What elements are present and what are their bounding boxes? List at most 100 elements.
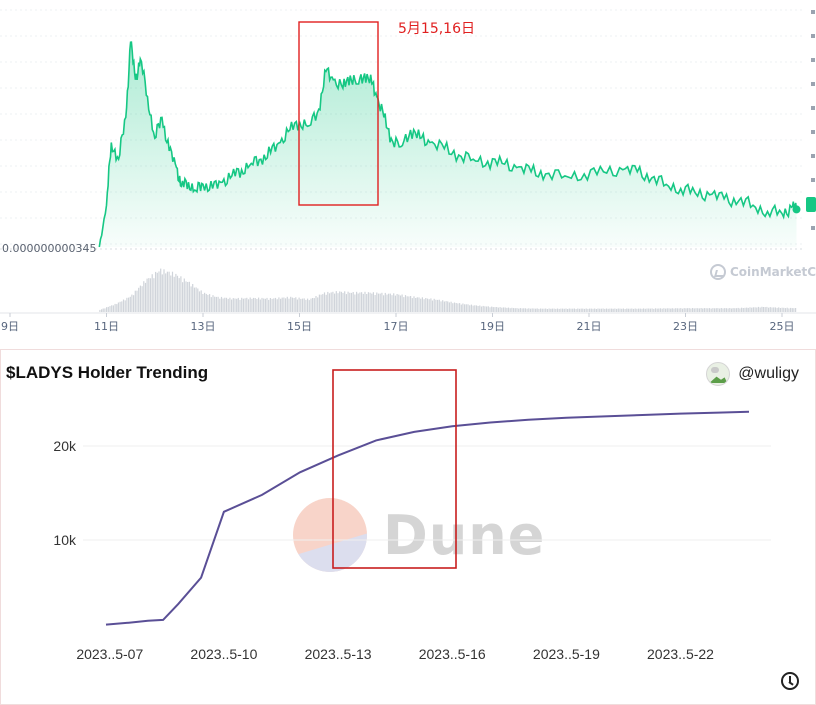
volume-bar <box>187 282 189 312</box>
volume-bar <box>680 308 682 312</box>
volume-bar <box>781 307 783 312</box>
volume-bar <box>776 307 778 312</box>
volume-bar <box>344 291 346 312</box>
volume-bar <box>741 307 743 312</box>
volume-bar <box>592 308 594 312</box>
volume-bar <box>614 308 616 312</box>
volume-bar <box>124 300 126 312</box>
volume-bar <box>572 308 574 312</box>
volume-bar <box>605 308 608 312</box>
volume-bar <box>793 308 795 312</box>
volume-bar <box>391 295 393 312</box>
volume-bar <box>372 292 374 312</box>
clock-icon[interactable] <box>781 672 799 690</box>
price-area <box>99 42 797 247</box>
volume-bar <box>415 298 417 312</box>
highlight-box-price <box>298 21 379 206</box>
volume-bar <box>288 298 290 312</box>
volume-bar <box>568 308 570 312</box>
volume-bar <box>244 298 246 312</box>
volume-bar <box>212 295 214 312</box>
volume-bar <box>440 301 442 312</box>
volume-bar <box>121 301 123 312</box>
volume-bar <box>219 298 221 312</box>
holder-x-tick-label: 2023..5-07 <box>76 646 143 662</box>
volume-bar <box>376 292 378 312</box>
coinmarketcap-logo-icon <box>710 264 726 280</box>
volume-bar <box>258 297 260 312</box>
volume-bar <box>675 308 677 312</box>
price-x-tick-label: 17日 <box>384 320 409 333</box>
volume-bar <box>134 290 136 312</box>
volume-bar <box>472 305 474 312</box>
volume-bar <box>612 308 614 312</box>
volume-bar <box>786 307 788 312</box>
holder-x-ticks: 2023..5-07 2023..5-10 2023..5-13 2023..5-16… <box>76 646 714 662</box>
volume-bar <box>383 295 385 312</box>
volume-bar <box>526 308 528 312</box>
avatar[interactable] <box>706 362 731 386</box>
volume-bar <box>193 287 195 312</box>
volume-bar <box>768 307 770 312</box>
volume-bar <box>354 294 356 312</box>
volume-bar <box>573 308 575 312</box>
chart-title: $LADYS Holder Trending <box>6 363 209 382</box>
volume-bar <box>146 278 148 312</box>
volume-bar <box>404 295 407 312</box>
volume-bar <box>252 297 255 312</box>
volume-bar <box>334 293 336 312</box>
volume-bar <box>322 294 324 312</box>
volume-bar <box>536 308 538 312</box>
volume-bar <box>293 298 295 312</box>
volume-bar <box>497 307 499 312</box>
volume-bar <box>128 297 130 312</box>
volume-bar <box>131 294 133 312</box>
volume-bar <box>651 308 653 312</box>
volume-bar <box>639 308 641 312</box>
user-badge[interactable]: @wuligy <box>706 362 799 386</box>
volume-bar <box>649 308 651 312</box>
volume-bar <box>220 296 223 312</box>
price-y-tick-stub <box>811 178 815 182</box>
volume-bar <box>141 286 143 312</box>
volume-bar <box>550 308 552 312</box>
volume-bar <box>604 308 606 312</box>
volume-bar <box>735 308 738 312</box>
volume-bar <box>543 308 545 312</box>
volume-bar <box>681 308 684 312</box>
volume-bar <box>551 308 553 312</box>
volume-bar <box>241 297 243 312</box>
volume-bar <box>356 291 358 312</box>
volume-bar <box>722 308 724 312</box>
volume-bar <box>795 308 797 312</box>
volume-bar <box>670 308 672 312</box>
volume-bar <box>519 308 521 312</box>
volume-bar <box>754 307 756 312</box>
volume-bar <box>202 294 204 312</box>
volume-bar <box>232 298 234 312</box>
volume-bar <box>389 293 391 312</box>
volume-bar <box>656 308 658 312</box>
volume-bar <box>158 271 160 312</box>
coinmarketcap-watermark: CoinMarketCap <box>710 264 816 280</box>
price-x-tick-label: 19日 <box>480 320 505 333</box>
volume-bar <box>163 269 165 312</box>
volume-bar <box>445 301 447 312</box>
volume-bar <box>594 308 596 312</box>
username[interactable]: @wuligy <box>738 365 799 382</box>
volume-bar <box>273 298 275 312</box>
volume-bar <box>575 309 577 312</box>
volume-bar <box>583 308 586 312</box>
volume-bar <box>666 308 668 312</box>
volume-bar <box>384 292 386 312</box>
volume-bar <box>710 308 712 312</box>
holder-y-ticks: 10k 20k <box>53 438 77 548</box>
volume-bar <box>325 294 327 312</box>
volume-bar <box>205 293 207 312</box>
holder-x-tick-label: 2023..5-19 <box>533 646 600 662</box>
volume-bar <box>717 308 719 312</box>
volume-bar <box>529 308 532 312</box>
volume-bar <box>227 298 229 312</box>
date-annotation: 5月15,16日 <box>398 21 475 37</box>
